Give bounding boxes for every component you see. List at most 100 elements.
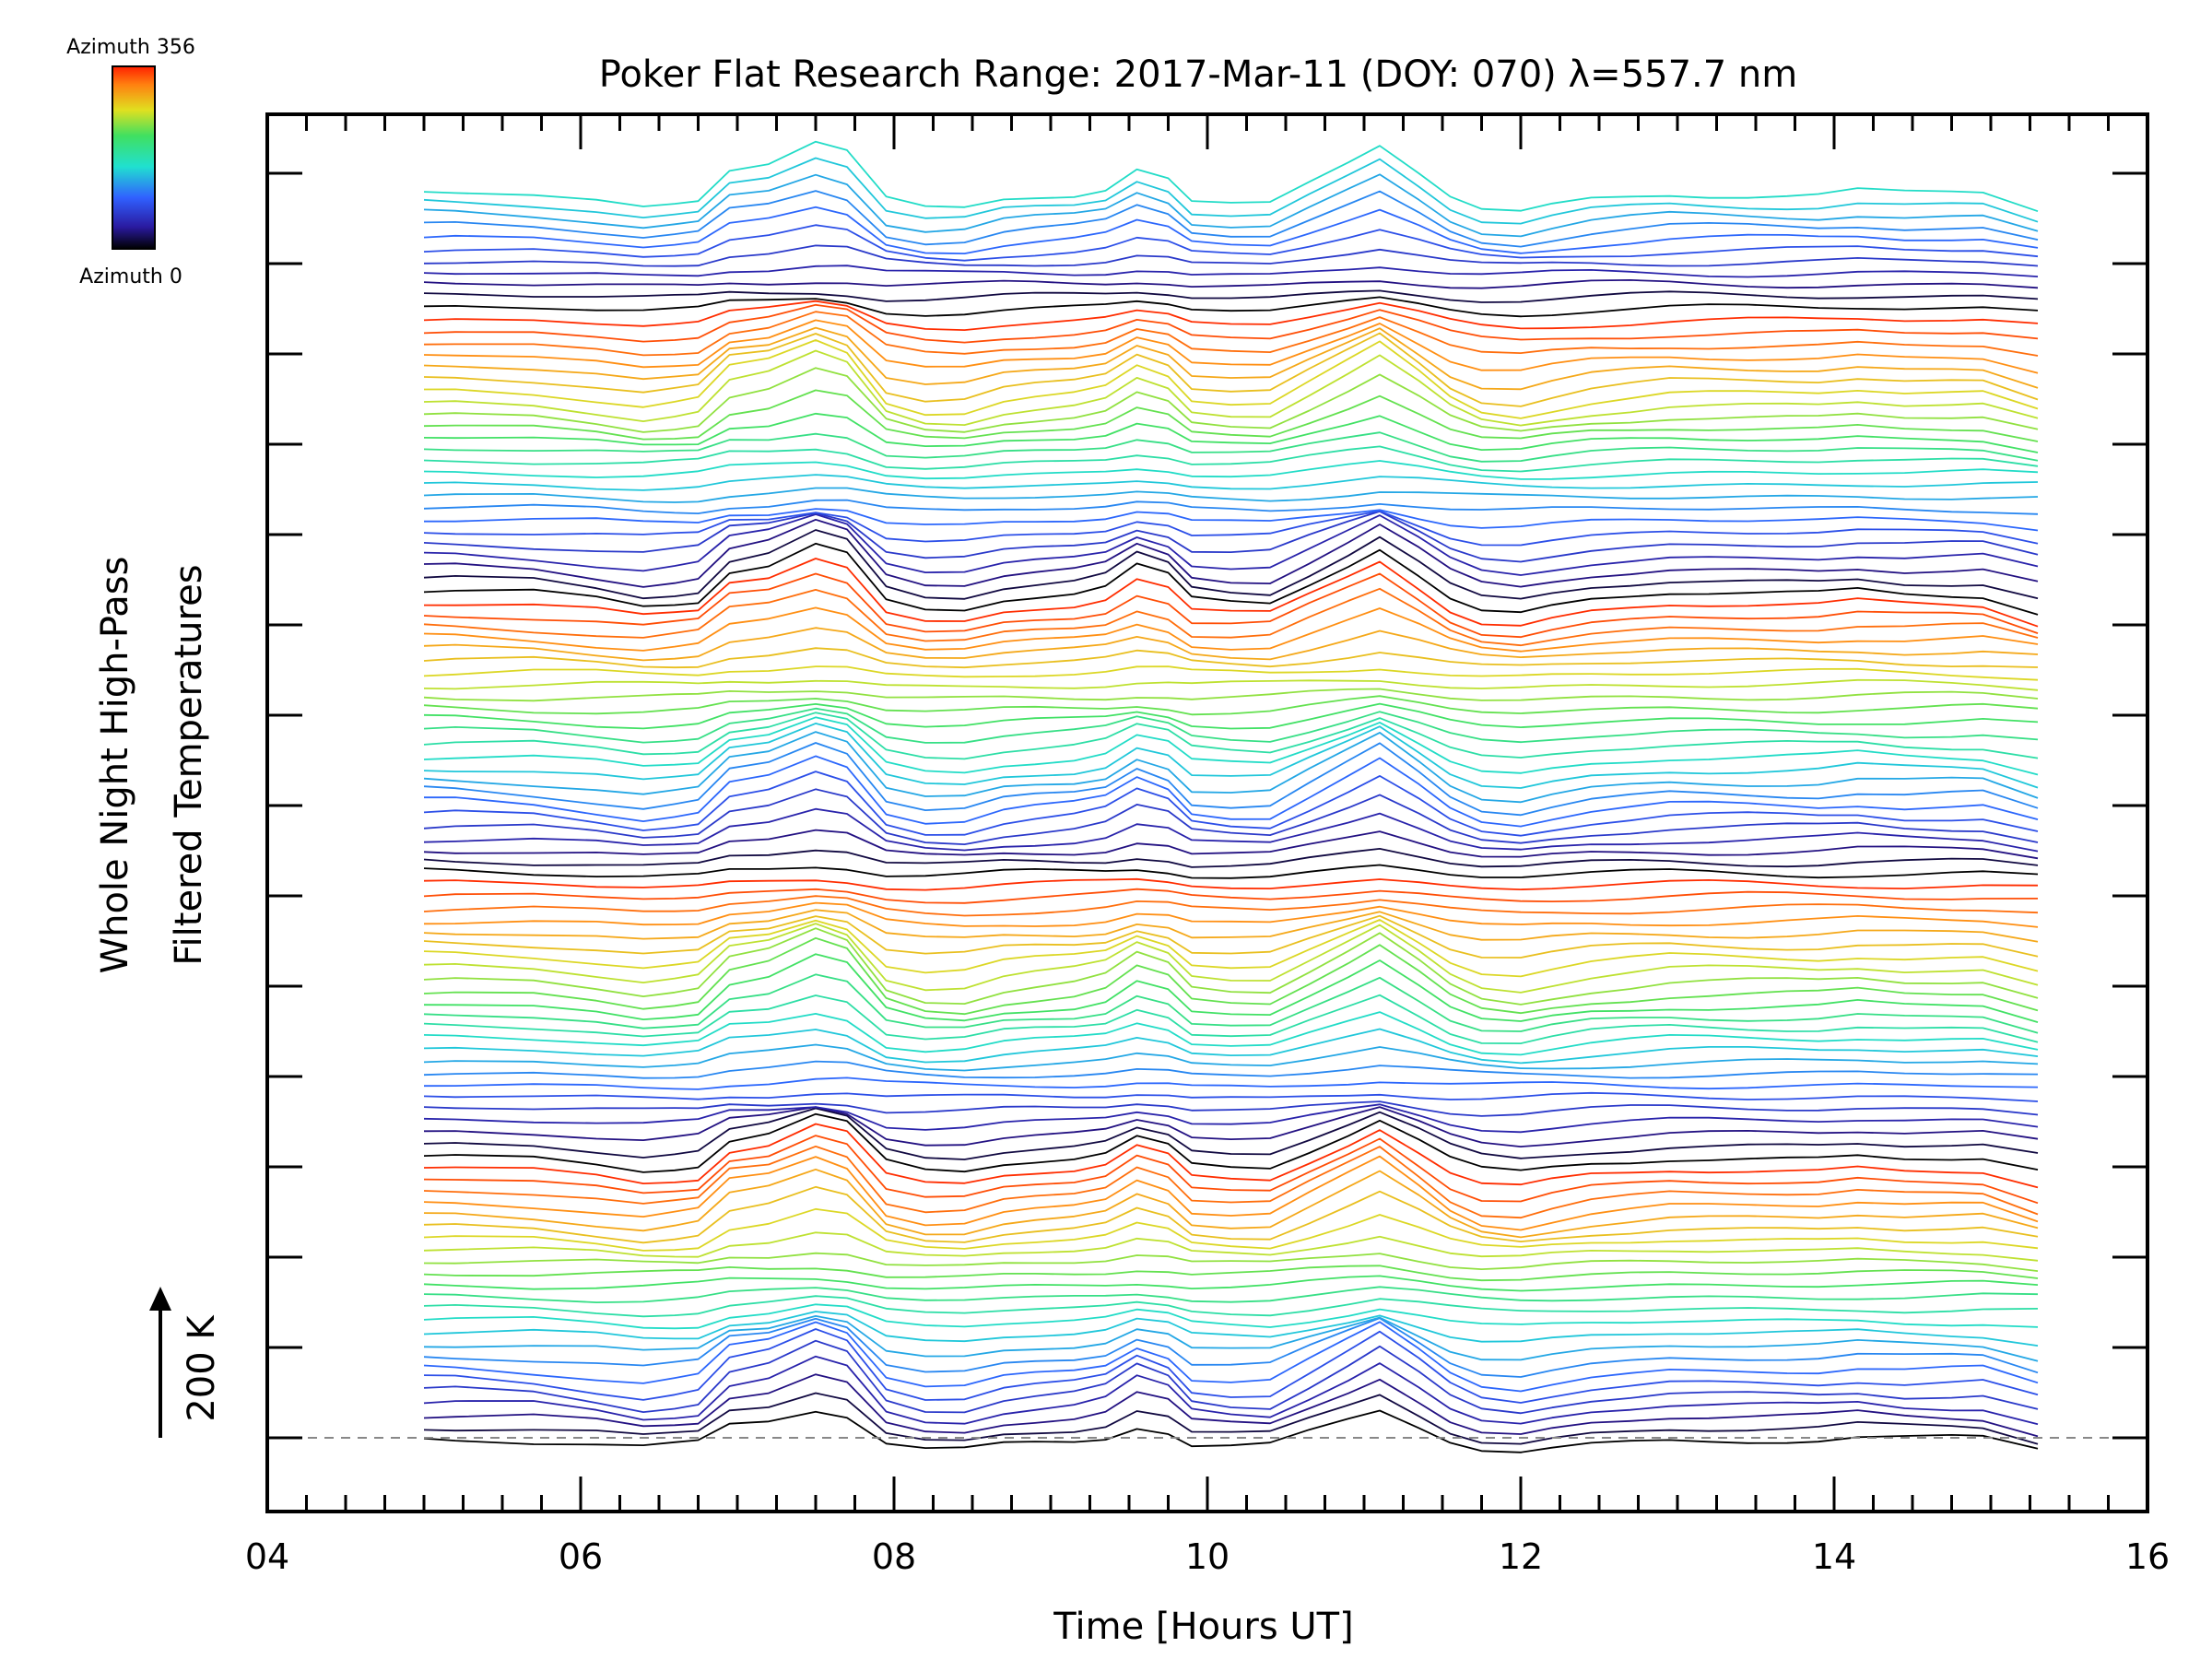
series-line <box>423 332 2039 407</box>
series-line <box>423 647 2039 669</box>
chart-title: Poker Flat Research Range: 2017-Mar-11 (… <box>599 53 1797 96</box>
colorbar-top-label: Azimuth 356 <box>66 36 195 59</box>
series-line <box>423 140 2039 213</box>
series-line <box>423 303 2039 344</box>
series-line <box>423 731 2039 804</box>
series-line <box>423 311 2039 357</box>
series-line <box>423 511 2039 563</box>
series-line <box>423 206 2039 255</box>
series-line <box>423 1355 2039 1426</box>
series-line <box>423 289 2039 303</box>
series-line <box>423 1155 2039 1231</box>
series-line <box>423 914 2039 959</box>
series-line <box>423 173 2039 238</box>
series-line <box>423 412 2039 453</box>
series-line <box>423 389 2039 442</box>
y-axis-label-line-1: Whole Night High-Pass <box>94 557 136 974</box>
series-line <box>423 829 2039 860</box>
series-line <box>423 755 2039 828</box>
x-tick-label: 10 <box>1185 1536 1230 1577</box>
series-line <box>423 529 2039 600</box>
series-line <box>424 508 2039 532</box>
series-line <box>423 1207 2039 1252</box>
x-tick-label: 16 <box>2125 1536 2170 1577</box>
series-line <box>423 923 2039 994</box>
series-line <box>423 1060 2039 1079</box>
series-line <box>423 994 2039 1044</box>
series-line <box>423 742 2039 817</box>
series-line <box>423 587 2039 647</box>
series-line <box>423 1028 2039 1065</box>
series-line <box>423 296 2039 318</box>
x-tick-label: 06 <box>559 1536 603 1577</box>
series-line <box>423 1103 2039 1134</box>
series-line <box>423 1185 2039 1244</box>
series-line <box>423 678 2039 691</box>
series-line <box>423 1100 2039 1117</box>
series-line <box>423 1106 2039 1147</box>
series-line <box>423 973 2039 1034</box>
series-line <box>423 936 2039 1016</box>
series-line <box>423 1123 2039 1189</box>
x-tick-label: 12 <box>1499 1536 1543 1577</box>
series-line <box>423 1077 2039 1090</box>
series-line <box>423 864 2039 879</box>
series-line <box>423 716 2039 776</box>
series-line <box>423 688 2039 702</box>
traces-group <box>423 140 2039 1453</box>
series-line <box>423 1339 2039 1415</box>
series-line <box>423 190 2039 248</box>
series-line <box>423 244 2039 267</box>
series-line <box>423 1315 2039 1362</box>
series-line <box>423 1317 2039 1378</box>
series-line <box>423 499 2039 515</box>
series-line <box>423 431 2039 463</box>
series-line <box>423 895 2039 917</box>
series-line <box>423 542 2039 616</box>
series-line <box>423 848 2039 868</box>
series-line <box>423 1373 2039 1438</box>
scale-arrow-head <box>149 1287 171 1311</box>
series-line <box>423 445 2039 473</box>
series-line <box>423 919 2039 978</box>
series-line <box>423 1321 2039 1393</box>
series-line <box>423 712 2039 760</box>
series-line <box>423 319 2039 374</box>
x-tick-label: 08 <box>872 1536 916 1577</box>
series-line <box>423 157 2039 225</box>
series-line <box>423 723 2039 789</box>
series-line <box>423 1392 2039 1445</box>
series-line <box>423 1112 2039 1173</box>
series-line <box>423 265 2039 278</box>
series-line <box>423 1231 2039 1262</box>
series-line <box>423 1135 2039 1205</box>
series-line <box>423 1311 2039 1347</box>
scale-label: 200 K <box>181 1314 223 1422</box>
series-line <box>423 1275 2039 1292</box>
y-axis-label-line-2: Filtered Temperatures <box>168 564 210 965</box>
series-line <box>423 1265 2039 1282</box>
series-line <box>423 807 2039 853</box>
series-line <box>423 877 2039 891</box>
series-line <box>423 460 2039 480</box>
axes-group: 04 06 08 10 12 14 16 <box>245 112 2170 1577</box>
series-line <box>423 1295 2039 1318</box>
x-axis-label: Time [Hours UT] <box>1053 1606 1353 1648</box>
series-line <box>423 1107 2039 1160</box>
series-line <box>423 707 2039 744</box>
series-line <box>423 606 2039 653</box>
series-line <box>423 1303 2039 1330</box>
series-line <box>423 518 2039 588</box>
series-line <box>423 901 2039 928</box>
series-line <box>423 513 2039 576</box>
series-line <box>423 702 2039 730</box>
series-line <box>423 1011 2039 1056</box>
series-line <box>423 487 2039 503</box>
series-line <box>423 326 2039 391</box>
series-line <box>423 510 2039 547</box>
series-line <box>423 695 2039 716</box>
series-line <box>423 572 2039 639</box>
series-line <box>423 339 2039 419</box>
series-line <box>423 927 2039 1006</box>
